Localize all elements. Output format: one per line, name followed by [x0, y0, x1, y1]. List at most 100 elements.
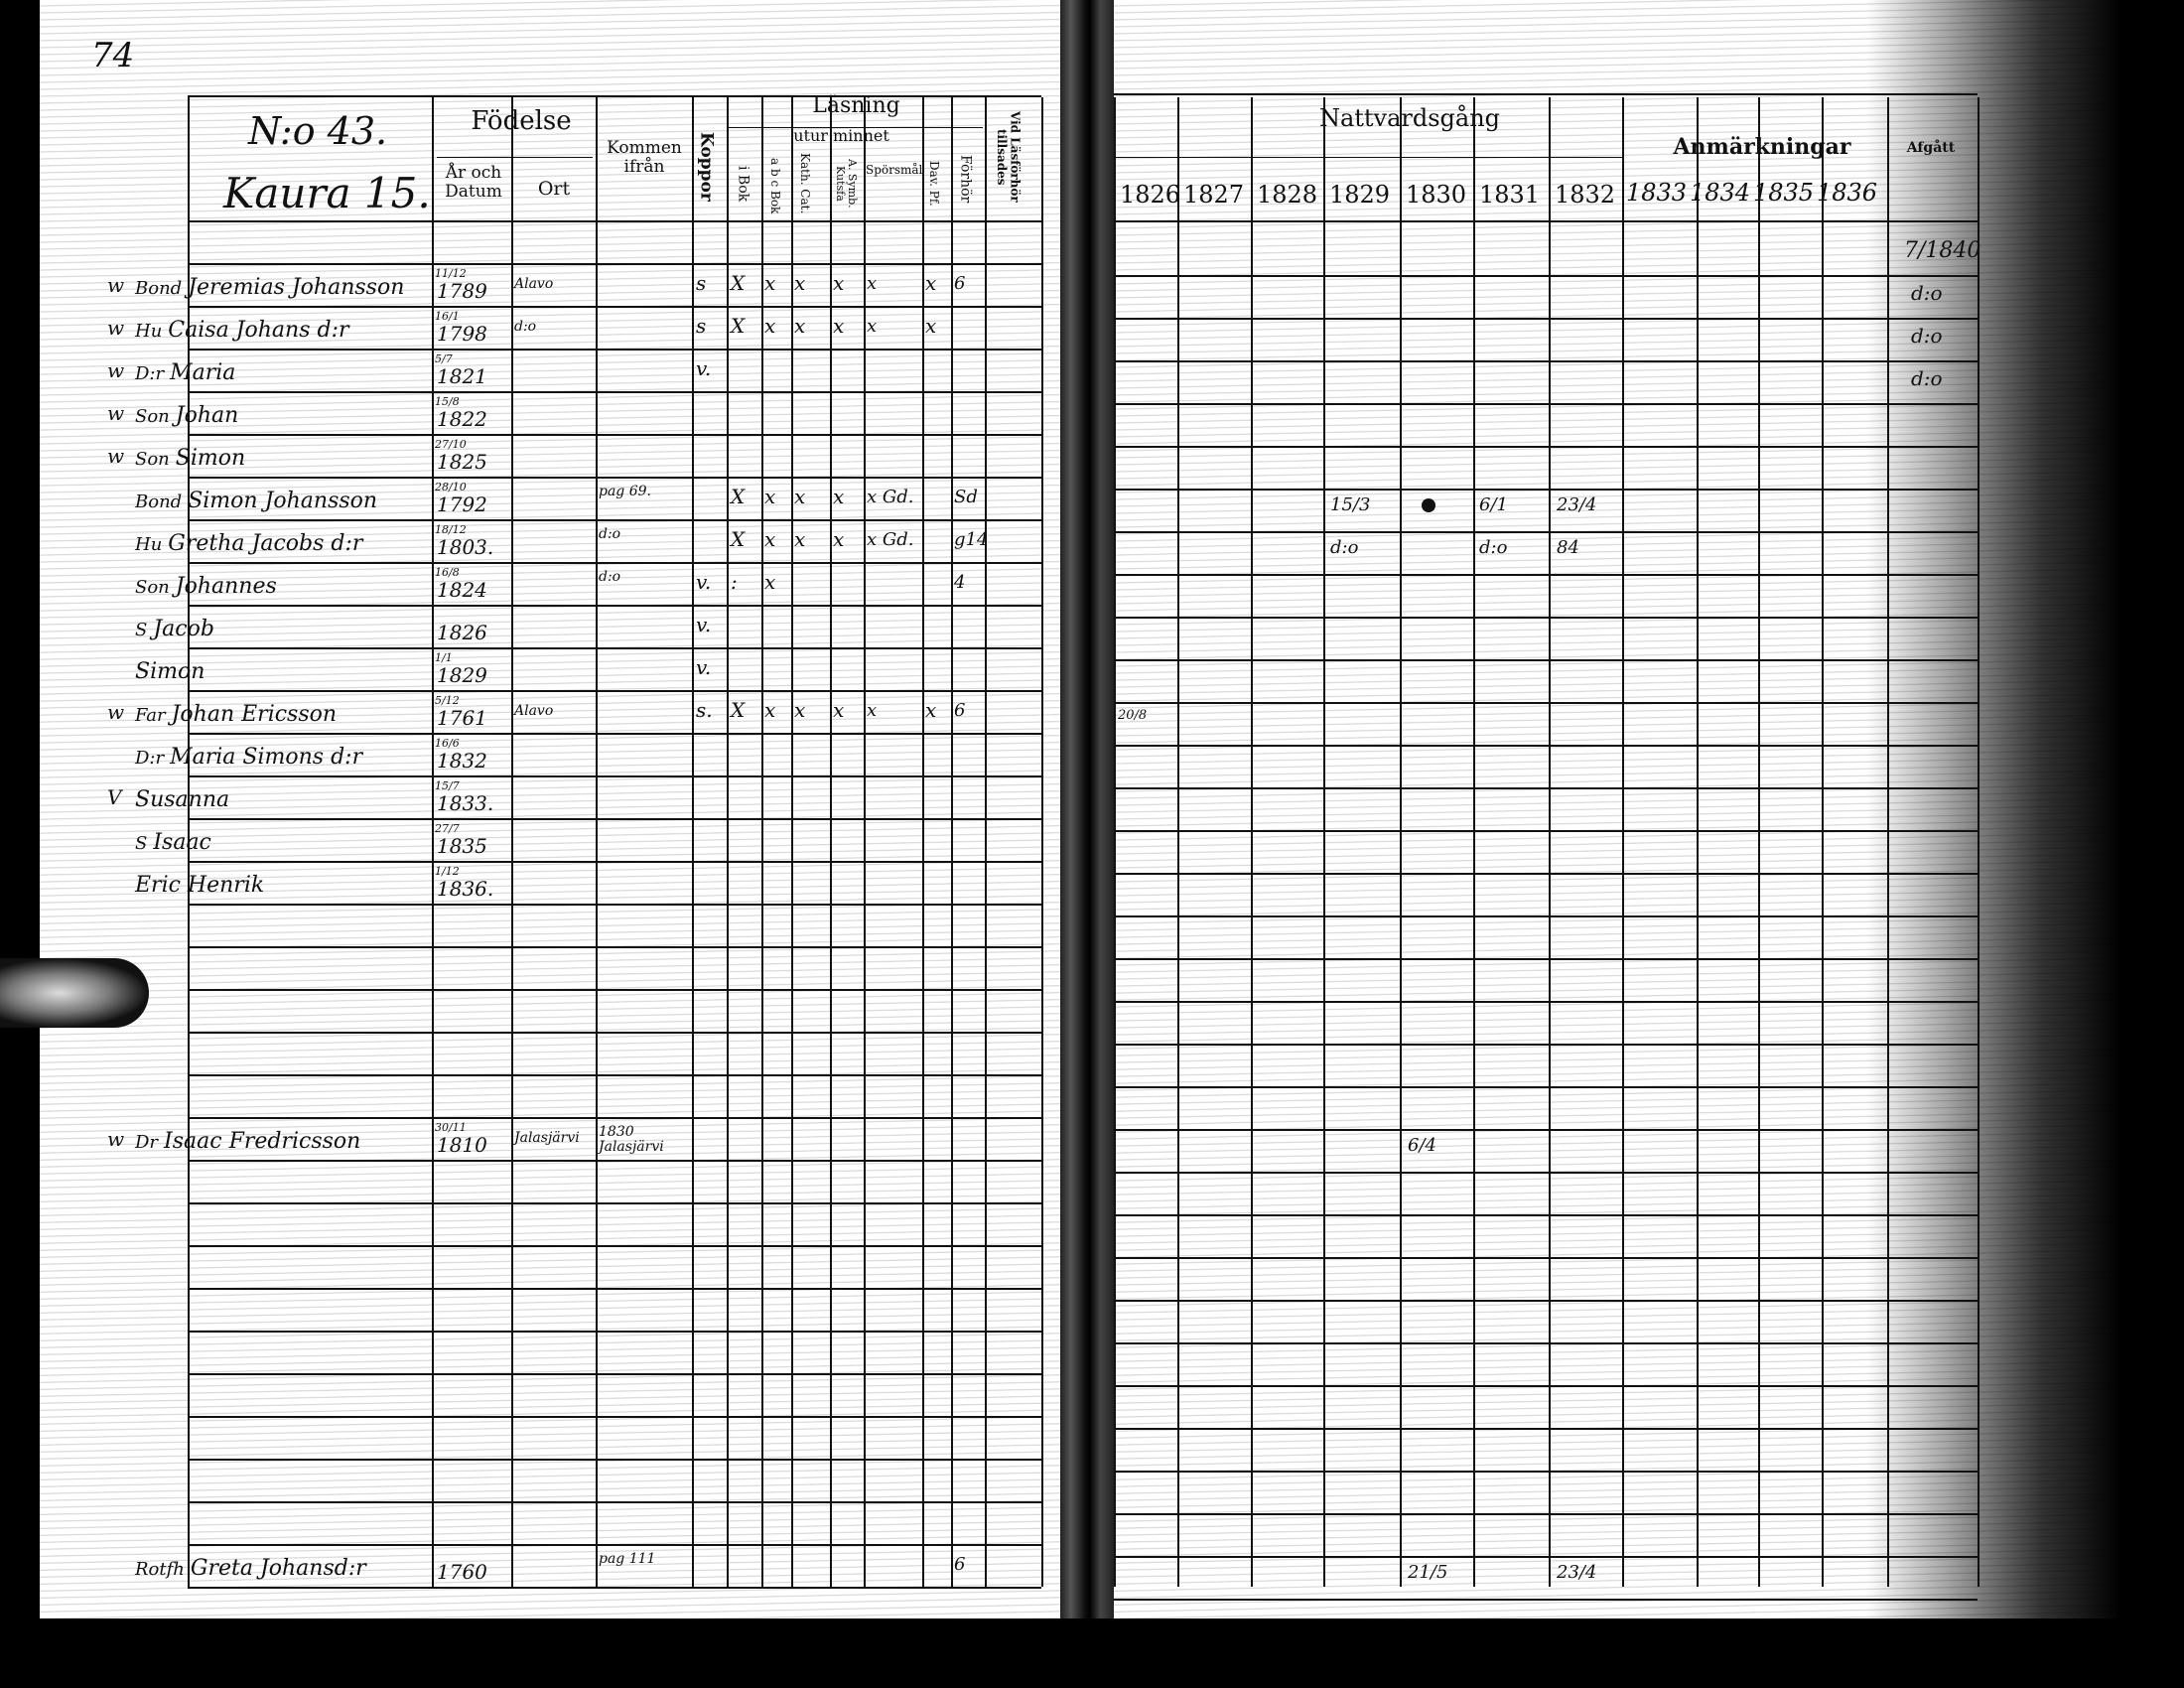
year-header-1827: 1827	[1183, 181, 1245, 209]
entry-name-box: S Jacob	[135, 617, 429, 641]
annotation: 15/3	[1330, 494, 1371, 515]
row-rule	[188, 1245, 1041, 1247]
entry-name-box: Simon	[135, 659, 429, 684]
entry-name-box: Son Johannes	[135, 574, 429, 599]
entry-kath: x	[794, 314, 806, 338]
entry-date: 5/12	[435, 694, 460, 707]
entry-symb: x	[833, 314, 845, 338]
header-kommen-ifran: Kommen ifrån	[607, 138, 682, 177]
row-rule	[1114, 915, 1978, 917]
entry-year: 1832	[437, 749, 487, 773]
entry-ort: Alavo	[514, 703, 554, 719]
entry-title: Rotfh	[135, 1559, 185, 1580]
entry-abc: x	[764, 314, 776, 338]
annotation: 20/8	[1118, 708, 1148, 723]
column-rule	[1323, 97, 1325, 1587]
farm-name: Kaura 15.	[223, 169, 431, 217]
entry-symb: x	[833, 527, 845, 551]
row-rule	[188, 1032, 1041, 1034]
row-rule	[188, 904, 1041, 906]
row-rule	[1114, 446, 1978, 448]
row-rule	[1114, 574, 1978, 576]
entry-name: Isaac Fredricsson	[164, 1129, 361, 1154]
row-rule	[1114, 787, 1978, 789]
row-rule	[188, 349, 1041, 351]
entry-date: 16/8	[435, 566, 460, 579]
row-rule	[1114, 220, 1978, 222]
row-rule	[188, 1117, 1041, 1119]
row-rule	[188, 519, 1041, 521]
column-rule	[1041, 97, 1043, 1587]
entry-year: 1821	[437, 364, 487, 388]
column-rule	[1177, 97, 1179, 1587]
afgatt-ditto: d:o	[1911, 366, 1943, 390]
row-rule	[188, 263, 1041, 265]
row-rule	[188, 562, 1041, 564]
row-rule	[188, 1202, 1041, 1204]
entry-kommen: pag 111	[599, 1551, 656, 1567]
column-rule	[511, 97, 513, 1587]
entry-name-box: Susanna	[135, 787, 429, 812]
entry-date: 16/1	[435, 310, 460, 323]
entry-year: 1798	[437, 322, 487, 346]
entry-name: Simon	[175, 446, 246, 471]
entry-year: 1803.	[437, 535, 494, 559]
entry-bok: X	[731, 527, 746, 551]
entry-spors: x	[867, 700, 878, 721]
row-rule	[1114, 1086, 1978, 1088]
entry-abc: x	[764, 271, 776, 295]
row-rule	[188, 946, 1041, 948]
row-rule	[1114, 1428, 1978, 1430]
row-rule	[188, 391, 1041, 393]
entry-date: 15/8	[435, 395, 460, 408]
header-sporsmal: Spörsmål	[866, 163, 923, 177]
entry-symb: x	[833, 698, 845, 722]
year-header-1831: 1831	[1479, 181, 1541, 209]
entry-kommen: d:o	[599, 569, 621, 585]
header-utur-minnet: utur minnet	[793, 126, 889, 145]
column-rule	[1473, 97, 1475, 1587]
row-rule	[1114, 1001, 1978, 1003]
header-vid-lasforhor: Vid Läsförhör tillsades	[995, 111, 1023, 203]
row-rule	[188, 775, 1041, 777]
entry-year: 1789	[437, 279, 487, 303]
entry-koppor: v.	[696, 356, 712, 380]
entry-name: Greta Johansd:r	[190, 1556, 366, 1581]
entry-marker: w	[107, 444, 125, 468]
entry-name-box: Eric Henrik	[135, 873, 429, 898]
entry-name-box: Hu Gretha Jacobs d:r	[135, 531, 429, 556]
entry-name: Isaac	[153, 830, 211, 855]
row-rule	[1114, 702, 1978, 704]
entry-forhor: 6	[954, 1554, 966, 1575]
entry-spors: x Gd.	[867, 487, 914, 507]
row-rule	[1114, 830, 1978, 832]
column-rule	[432, 97, 434, 1587]
annotation: 6/4	[1408, 1135, 1436, 1156]
entry-year: 1810	[437, 1133, 487, 1157]
entry-ort: Jalasjärvi	[514, 1130, 580, 1146]
entry-marker: w	[107, 1127, 125, 1151]
year-header-1830: 1830	[1406, 181, 1467, 209]
row-rule	[188, 1544, 1041, 1546]
ink-dot	[1422, 498, 1435, 512]
household-number: N:o 43.	[248, 109, 388, 153]
entry-year: 1825	[437, 450, 487, 474]
entry-title: Far	[135, 705, 166, 726]
header-forhor: Förhör	[957, 154, 974, 204]
entry-marker: w	[107, 700, 125, 724]
entry-koppor: s	[696, 314, 707, 338]
entry-title: Hu	[135, 534, 163, 555]
entry-title: D:r	[135, 748, 165, 769]
table-row: w 5/7 1821 v. D:r Maria	[0, 352, 1042, 391]
entry-year: 1826	[437, 621, 487, 644]
row-rule	[188, 220, 1041, 222]
entry-name: Caisa Johans d:r	[168, 318, 349, 343]
entry-forhor: g14	[954, 529, 989, 550]
column-rule	[1887, 97, 1889, 1587]
header-afgatt: Afgått	[1906, 140, 1956, 156]
column-rule	[830, 97, 832, 1587]
entry-name-box: Bond Simon Johansson	[135, 489, 429, 513]
entry-date: 16/6	[435, 737, 460, 750]
